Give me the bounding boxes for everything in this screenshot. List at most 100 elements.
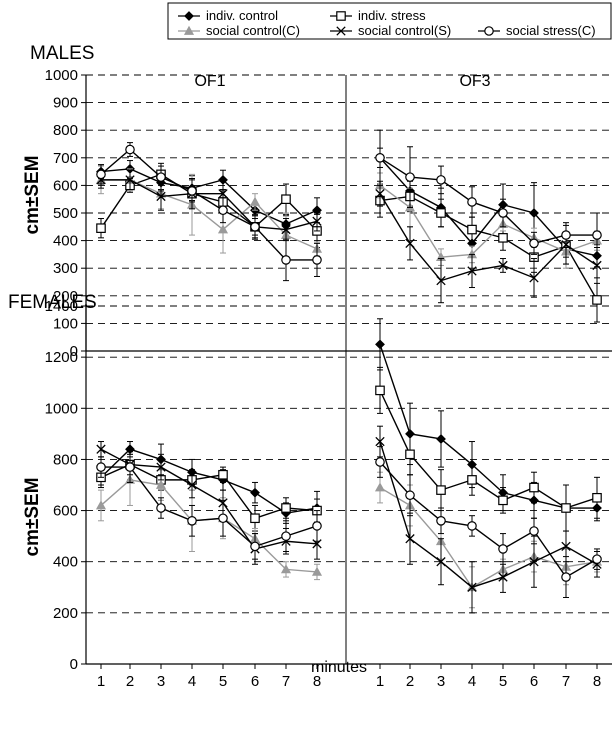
data-point-indiv-stress bbox=[561, 503, 571, 513]
data-point-social-stress-c bbox=[436, 515, 446, 526]
data-point-social-control-c bbox=[95, 500, 107, 510]
males-ytick-label: 200 bbox=[53, 288, 78, 305]
series-social-stress-c bbox=[96, 451, 322, 560]
series-line-social-stress-c bbox=[100, 148, 317, 261]
data-point-social-stress-c bbox=[498, 544, 508, 554]
data-point-indiv-control bbox=[375, 339, 385, 350]
females-ytick-label: 1200 bbox=[45, 349, 78, 366]
data-point-indiv-control bbox=[250, 487, 260, 498]
series-line-social-control-s bbox=[379, 193, 598, 282]
legend-entry-social-stress-c: social stress(C) bbox=[478, 23, 596, 38]
legend-marker-social-control-s bbox=[336, 26, 346, 36]
data-point-social-stress-c bbox=[375, 153, 385, 163]
series-line-social-control-s bbox=[100, 448, 318, 550]
females-ytick-label: 600 bbox=[53, 503, 78, 520]
males-panel-2 bbox=[374, 129, 603, 323]
x-tick-label: 6 bbox=[251, 673, 259, 690]
panel-label-of3: OF3 bbox=[459, 73, 490, 90]
data-point-social-stress-c bbox=[218, 205, 228, 216]
data-point-social-stress-c bbox=[96, 169, 106, 180]
x-tick-label: 2 bbox=[406, 673, 414, 690]
legend-marker-social-stress-c bbox=[484, 26, 494, 36]
data-point-social-stress-c bbox=[96, 462, 106, 472]
males-ytick-label: 700 bbox=[53, 150, 78, 167]
data-point-social-stress-c bbox=[218, 513, 228, 524]
data-point-social-stress-c bbox=[312, 255, 322, 265]
females-y-axis-title: cm±SEM bbox=[22, 477, 43, 556]
series-line-indiv-control bbox=[100, 168, 318, 225]
data-point-indiv-stress bbox=[436, 485, 446, 495]
males-ytick-label: 500 bbox=[53, 205, 78, 222]
data-point-social-stress-c bbox=[467, 197, 477, 207]
data-point-social-stress-c bbox=[467, 521, 477, 531]
data-point-social-control-s bbox=[561, 541, 571, 552]
series-social-stress-c bbox=[375, 129, 602, 258]
data-point-social-control-s bbox=[467, 582, 477, 592]
males-ytick-label: 900 bbox=[53, 95, 78, 112]
x-tick-label: 7 bbox=[562, 673, 570, 690]
data-point-social-control-s bbox=[467, 266, 477, 276]
data-point-social-stress-c bbox=[281, 531, 291, 541]
series-social-stress-c bbox=[96, 142, 322, 282]
males-ytick-label: 600 bbox=[53, 177, 78, 194]
data-point-social-control-s bbox=[312, 216, 322, 226]
panel-label-of1: OF1 bbox=[194, 73, 225, 90]
data-point-indiv-stress bbox=[467, 224, 477, 235]
data-point-indiv-stress bbox=[498, 495, 508, 506]
x-tick-label: 4 bbox=[468, 673, 476, 690]
females-ytick-label: 0 bbox=[70, 656, 78, 673]
data-point-social-stress-c bbox=[281, 255, 291, 265]
data-point-social-stress-c bbox=[405, 490, 415, 501]
data-point-social-control-s bbox=[405, 238, 415, 249]
x-tick-label: 3 bbox=[437, 673, 445, 690]
data-point-social-control-s bbox=[436, 275, 446, 286]
series-line-social-control-s bbox=[379, 441, 598, 589]
legend-entry-indiv-control: indiv. control bbox=[178, 8, 278, 23]
males-ytick-label: 1000 bbox=[45, 67, 78, 84]
legend-marker-social-control-c bbox=[183, 25, 195, 35]
legend-label-social-control-s: social control(S) bbox=[358, 23, 451, 38]
males-chart: 0 100 200 300 400 500 600 700 800 900 1000 bbox=[45, 67, 612, 360]
data-point-indiv-stress bbox=[281, 194, 291, 204]
males-ytick-label: 100 bbox=[53, 315, 78, 332]
series-social-stress-c bbox=[375, 446, 602, 599]
data-point-social-stress-c bbox=[529, 238, 539, 249]
data-point-indiv-stress bbox=[250, 513, 260, 524]
legend-entry-indiv-stress: indiv. stress bbox=[330, 8, 426, 23]
data-point-social-control-s bbox=[156, 462, 166, 472]
data-point-social-control-s bbox=[281, 224, 291, 235]
data-point-social-stress-c bbox=[312, 521, 322, 531]
x-tick-label: 8 bbox=[593, 673, 601, 690]
x-tick-label: 4 bbox=[188, 673, 196, 690]
data-point-social-stress-c bbox=[187, 186, 197, 196]
series-line-indiv-stress bbox=[100, 173, 318, 232]
x-tick-label: 6 bbox=[530, 673, 538, 690]
x-tick-label: 5 bbox=[499, 673, 507, 690]
data-point-social-stress-c bbox=[592, 554, 602, 564]
females-panel-2: 1 2 3 4 5 6 7 8 bbox=[374, 318, 603, 690]
data-point-indiv-stress bbox=[375, 385, 385, 396]
series-line-indiv-stress bbox=[379, 195, 598, 301]
data-point-social-control-s bbox=[592, 260, 602, 271]
data-point-social-control-s bbox=[498, 260, 508, 271]
males-ytick-label: 300 bbox=[53, 260, 78, 277]
legend-entry-social-control-s: social control(S) bbox=[330, 23, 451, 38]
females-ytick-label: 200 bbox=[53, 605, 78, 622]
data-point-social-control-s bbox=[529, 273, 539, 283]
data-point-indiv-stress bbox=[498, 233, 508, 243]
series-line-indiv-control bbox=[379, 157, 598, 257]
x-axis-title: minutes bbox=[311, 659, 367, 676]
females-ytick-label: 1000 bbox=[45, 400, 78, 417]
data-point-social-control-s bbox=[156, 191, 166, 202]
plots-layer: 0 100 200 300 400 500 600 700 800 900 1000 0 200 400 6… bbox=[45, 67, 612, 690]
legend-label-indiv-control: indiv. control bbox=[206, 8, 278, 23]
series-line-social-stress-c bbox=[379, 461, 598, 578]
legend-label-social-stress-c: social stress(C) bbox=[506, 23, 596, 38]
data-point-social-control-s bbox=[375, 189, 385, 199]
data-point-social-stress-c bbox=[156, 172, 166, 182]
data-point-social-control-s bbox=[187, 480, 197, 490]
legend-label-indiv-stress: indiv. stress bbox=[358, 8, 426, 23]
legend-entry-social-control-c: social control(C) bbox=[178, 23, 300, 38]
